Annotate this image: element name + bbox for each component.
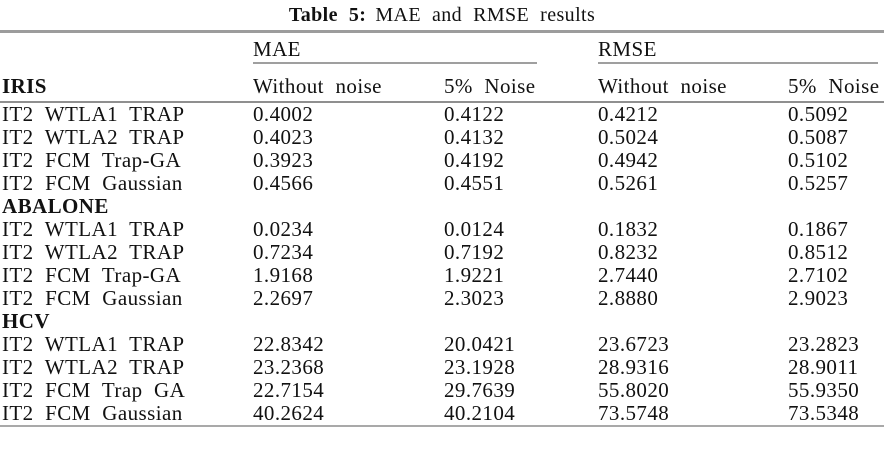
cell-value: 40.2624 — [253, 402, 325, 425]
cell-value: 0.4132 — [444, 126, 505, 149]
cell-value: 22.7154 — [253, 379, 325, 402]
cell-value: 0.4192 — [444, 149, 505, 172]
cell-value: 23.2368 — [253, 356, 325, 379]
cell-value: 2.2697 — [253, 287, 314, 310]
cell-value: 73.5348 — [788, 402, 860, 425]
cell-value: 0.4002 — [253, 102, 314, 126]
cell-value: 2.7102 — [788, 264, 849, 287]
column-header-row: IRIS Without noise 5% Noise Without nois… — [0, 64, 884, 103]
row-label: IT2 WTLA1 TRAP — [2, 333, 185, 356]
group-header-mae-label: MAE — [253, 38, 537, 64]
row-label: IT2 WTLA2 TRAP — [2, 241, 185, 264]
table-row: IT2 WTLA1 TRAP 0.4002 0.4122 0.4212 0.5092 — [0, 102, 884, 126]
row-label: IT2 WTLA2 TRAP — [2, 126, 185, 149]
cell-value: 2.7440 — [598, 264, 659, 287]
cell-value: 0.8512 — [788, 241, 849, 264]
group-header-rmse: RMSE — [598, 32, 884, 64]
col-header-rmse-without-noise: Without noise — [598, 64, 788, 103]
cell-value: 55.9350 — [788, 379, 860, 402]
cell-value: 0.5087 — [788, 126, 849, 149]
cell-value: 40.2104 — [444, 402, 516, 425]
table-row: IT2 FCM Gaussian 40.2624 40.2104 73.5748 73.… — [0, 402, 884, 426]
cell-value: 29.7639 — [444, 379, 516, 402]
row-label: IT2 WTLA2 TRAP — [2, 356, 185, 379]
table-row: IT2 FCM Trap GA 22.7154 29.7639 55.8020 55.9… — [0, 379, 884, 402]
table-body: IT2 WTLA1 TRAP 0.4002 0.4122 0.4212 0.5092 IT… — [0, 102, 884, 426]
cell-value: 0.5092 — [788, 102, 849, 126]
empty-corner-cell — [0, 32, 253, 65]
table-row: IT2 WTLA2 TRAP 23.2368 23.1928 28.9316 28.90… — [0, 356, 884, 379]
cell-value: 0.1867 — [788, 218, 849, 241]
cell-value: 0.4122 — [444, 102, 505, 126]
cell-value: 0.7234 — [253, 241, 314, 264]
cell-value: 2.9023 — [788, 287, 849, 310]
cell-value: 0.4566 — [253, 172, 314, 195]
cell-value: 0.5261 — [598, 172, 659, 195]
cell-value: 0.7192 — [444, 241, 505, 264]
row-label: IT2 WTLA1 TRAP — [2, 218, 185, 241]
col-header-rmse-5pct-noise: 5% Noise — [788, 64, 884, 103]
cell-value: 0.5024 — [598, 126, 659, 149]
cell-value: 23.2823 — [788, 333, 860, 356]
results-table: MAE RMSE IRIS Without noise 5% Noise Wit… — [0, 30, 884, 427]
table-caption: Table 5: MAE and RMSE results — [0, 0, 884, 30]
col-header-mae-without-noise: Without noise — [253, 64, 444, 103]
cell-value: 0.4551 — [444, 172, 505, 195]
row-label: IT2 FCM Trap-GA — [2, 264, 182, 287]
cell-value: 1.9168 — [253, 264, 314, 287]
section-row: ABALONE — [0, 195, 884, 218]
cell-value: 0.4942 — [598, 149, 659, 172]
cell-value: 73.5748 — [598, 402, 670, 425]
row-label: IT2 FCM Gaussian — [2, 287, 183, 310]
table-row: IT2 FCM Trap-GA 1.9168 1.9221 2.7440 2.7102 — [0, 264, 884, 287]
cell-value: 20.0421 — [444, 333, 516, 356]
cell-value: 28.9316 — [598, 356, 670, 379]
cell-value: 2.8880 — [598, 287, 659, 310]
row-label: IT2 FCM Gaussian — [2, 402, 183, 425]
table-row: IT2 WTLA1 TRAP 0.0234 0.0124 0.1832 0.1867 — [0, 218, 884, 241]
table-row: IT2 FCM Gaussian 2.2697 2.3023 2.8880 2.9023 — [0, 287, 884, 310]
col-header-mae-5pct-noise: 5% Noise — [444, 64, 598, 103]
cell-value: 28.9011 — [788, 356, 859, 379]
row-group-header-iris: IRIS — [0, 64, 253, 103]
cell-value: 0.4023 — [253, 126, 314, 149]
table-row: IT2 FCM Trap-GA 0.3923 0.4192 0.4942 0.5102 — [0, 149, 884, 172]
cell-value: 0.1832 — [598, 218, 659, 241]
group-header-mae: MAE — [253, 32, 598, 64]
caption-text: MAE and RMSE results — [375, 4, 596, 26]
cell-value: 0.4212 — [598, 102, 659, 126]
cell-value: 0.0234 — [253, 218, 314, 241]
section-label: ABALONE — [2, 195, 109, 218]
row-label: IT2 WTLA1 TRAP — [2, 102, 185, 126]
cell-value: 1.9221 — [444, 264, 505, 287]
row-label: IT2 FCM Trap GA — [2, 379, 186, 402]
table-row: IT2 WTLA2 TRAP 0.7234 0.7192 0.8232 0.8512 — [0, 241, 884, 264]
row-label: IT2 FCM Gaussian — [2, 172, 183, 195]
cell-value: 0.0124 — [444, 218, 505, 241]
caption-label: Table 5: — [288, 4, 367, 26]
row-label: IT2 FCM Trap-GA — [2, 149, 182, 172]
group-header-rmse-label: RMSE — [598, 38, 878, 64]
cell-value: 22.8342 — [253, 333, 325, 356]
cell-value: 23.6723 — [598, 333, 670, 356]
cell-value: 0.5257 — [788, 172, 849, 195]
table-row: IT2 WTLA1 TRAP 22.8342 20.0421 23.6723 23.28… — [0, 333, 884, 356]
cell-value: 0.8232 — [598, 241, 659, 264]
cell-value: 0.3923 — [253, 149, 314, 172]
cell-value: 2.3023 — [444, 287, 505, 310]
table-row: IT2 FCM Gaussian 0.4566 0.4551 0.5261 0.5257 — [0, 172, 884, 195]
section-row: HCV — [0, 310, 884, 333]
cell-value: 23.1928 — [444, 356, 516, 379]
cell-value: 0.5102 — [788, 149, 849, 172]
table-row: IT2 WTLA2 TRAP 0.4023 0.4132 0.5024 0.5087 — [0, 126, 884, 149]
section-label: HCV — [2, 310, 50, 333]
cell-value: 55.8020 — [598, 379, 670, 402]
group-header-row: MAE RMSE — [0, 32, 884, 65]
